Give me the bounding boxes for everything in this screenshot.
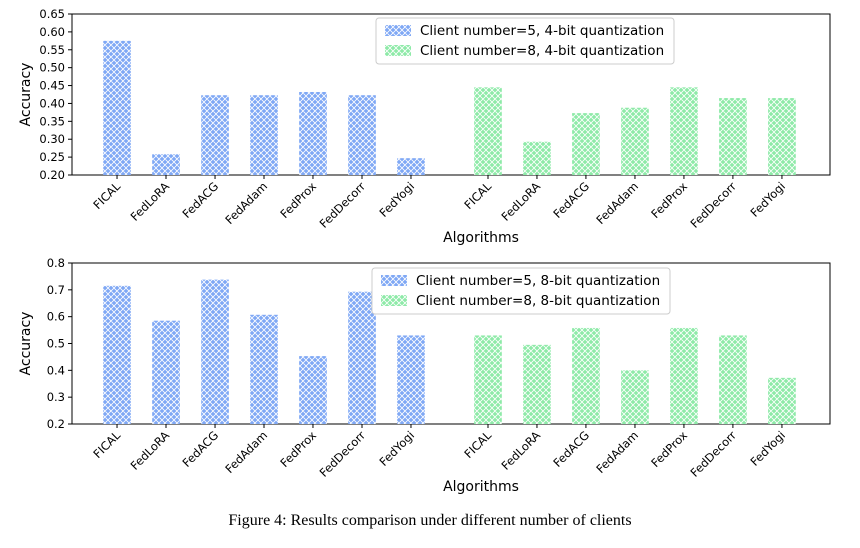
x-tick-label: FedACG xyxy=(179,179,221,221)
bar-fedacg-series2 xyxy=(572,113,600,175)
bar-fical-series1 xyxy=(103,40,131,176)
y-tick-label: 0.55 xyxy=(39,43,65,57)
bar-fedlora-series1 xyxy=(152,320,180,424)
bar-fedadam-series2 xyxy=(621,370,649,424)
x-tick-label: FICAL xyxy=(461,179,494,212)
bar-fedyogi-series1 xyxy=(397,158,425,175)
y-tick-label: 0.40 xyxy=(39,96,65,110)
legend-swatch xyxy=(381,295,407,306)
x-tick-label: FedYogi xyxy=(377,428,418,469)
x-tick-label: FICAL xyxy=(90,428,123,461)
x-tick-label: FedDecorr xyxy=(687,428,739,480)
x-tick-label: FedProx xyxy=(277,179,319,221)
x-tick-label: FedDecorr xyxy=(317,428,369,480)
legend-label: Client number=8, 4-bit quantization xyxy=(420,43,664,59)
x-tick-label: FedAdam xyxy=(593,179,641,227)
bar-fedlora-series2 xyxy=(523,344,551,424)
y-tick-label: 0.7 xyxy=(47,283,65,297)
bar-fical-series2 xyxy=(474,87,502,175)
legend-box xyxy=(371,267,671,315)
x-tick-label: FedDecorr xyxy=(687,179,739,231)
x-tick-label: FedAdam xyxy=(593,428,641,476)
x-tick-label: FedYogi xyxy=(377,179,418,220)
y-tick-label: 0.2 xyxy=(47,417,65,431)
bar-fedadam-series2 xyxy=(621,107,649,175)
y-tick-label: 0.65 xyxy=(39,7,65,21)
y-axis-label: Accuracy xyxy=(18,63,34,127)
bar-feddecorr-series1 xyxy=(348,291,376,424)
y-tick-label: 0.5 xyxy=(47,337,65,351)
x-tick-label: FICAL xyxy=(461,428,494,461)
bar-fedacg-series2 xyxy=(572,327,600,424)
bar-fical-series2 xyxy=(474,335,502,424)
x-tick-label: FedProx xyxy=(648,179,690,221)
x-tick-label: FICAL xyxy=(90,179,123,212)
x-tick-label: FedProx xyxy=(648,428,690,470)
bar-fedyogi-series2 xyxy=(768,377,796,424)
legend-label: Client number=5, 8-bit quantization xyxy=(416,273,660,289)
x-tick-label: FedDecorr xyxy=(317,179,369,231)
bar-feddecorr-series1 xyxy=(348,95,376,175)
legend-swatch xyxy=(381,275,407,286)
y-tick-label: 0.30 xyxy=(39,132,65,146)
chart-top: 0.20 0.25 0.30 0.35 0.40 0.45 0.50 0.55 0.60 0.65… xyxy=(18,7,831,246)
bar-fedlora-series2 xyxy=(523,141,551,175)
y-tick-label: 0.6 xyxy=(47,310,65,324)
y-tick-label: 0.60 xyxy=(39,25,65,39)
x-tick-label: FedProx xyxy=(277,428,319,470)
y-tick-label: 0.8 xyxy=(47,256,65,270)
bar-fedacg-series1 xyxy=(201,279,229,424)
bar-fedprox-series1 xyxy=(299,91,327,175)
bar-fedadam-series1 xyxy=(250,95,278,175)
bar-fedprox-series2 xyxy=(670,327,698,424)
bar-fedyogi-series2 xyxy=(768,98,796,175)
x-tick-label: FedAdam xyxy=(222,179,270,227)
x-axis-label: Algorithms xyxy=(443,230,519,246)
y-tick-label: 0.20 xyxy=(39,168,65,182)
x-tick-label: FedYogi xyxy=(747,428,788,469)
y-axis-label: Accuracy xyxy=(18,312,34,376)
bar-fical-series1 xyxy=(103,285,131,424)
bar-fedprox-series2 xyxy=(670,87,698,175)
x-axis-label: Algorithms xyxy=(443,479,519,495)
y-tick-label: 0.25 xyxy=(39,150,65,164)
x-tick-label: FedAdam xyxy=(222,428,270,476)
y-tick-label: 0.3 xyxy=(47,390,65,404)
bar-fedprox-series1 xyxy=(299,356,327,424)
x-tick-label: FedYogi xyxy=(747,179,788,220)
x-tick-label: FedACG xyxy=(550,179,592,221)
x-tick-label: FedLoRA xyxy=(499,428,544,473)
x-tick-label: FedACG xyxy=(179,428,221,470)
bar-feddecorr-series2 xyxy=(719,98,747,175)
bar-fedlora-series1 xyxy=(152,154,180,175)
figure-caption: Figure 4: Results comparison under diffe… xyxy=(228,512,632,529)
x-tick-label: FedLoRA xyxy=(128,179,173,224)
bar-fedadam-series1 xyxy=(250,314,278,424)
y-tick-label: 0.50 xyxy=(39,61,65,75)
bar-fedacg-series1 xyxy=(201,95,229,175)
legend-label: Client number=5, 4-bit quantization xyxy=(420,23,664,39)
legend-swatch xyxy=(385,45,411,56)
y-tick-label: 0.35 xyxy=(39,114,65,128)
bar-feddecorr-series2 xyxy=(719,335,747,424)
legend-swatch xyxy=(385,25,411,36)
y-tick-label: 0.4 xyxy=(47,363,65,377)
x-tick-label: FedLoRA xyxy=(499,179,544,224)
plot-frame xyxy=(71,13,831,176)
legend-box xyxy=(375,17,675,65)
y-tick-label: 0.45 xyxy=(39,79,65,93)
x-tick-label: FedLoRA xyxy=(128,428,173,473)
bar-fedyogi-series1 xyxy=(397,335,425,424)
x-tick-label: FedACG xyxy=(550,428,592,470)
legend-label: Client number=8, 8-bit quantization xyxy=(416,293,660,309)
